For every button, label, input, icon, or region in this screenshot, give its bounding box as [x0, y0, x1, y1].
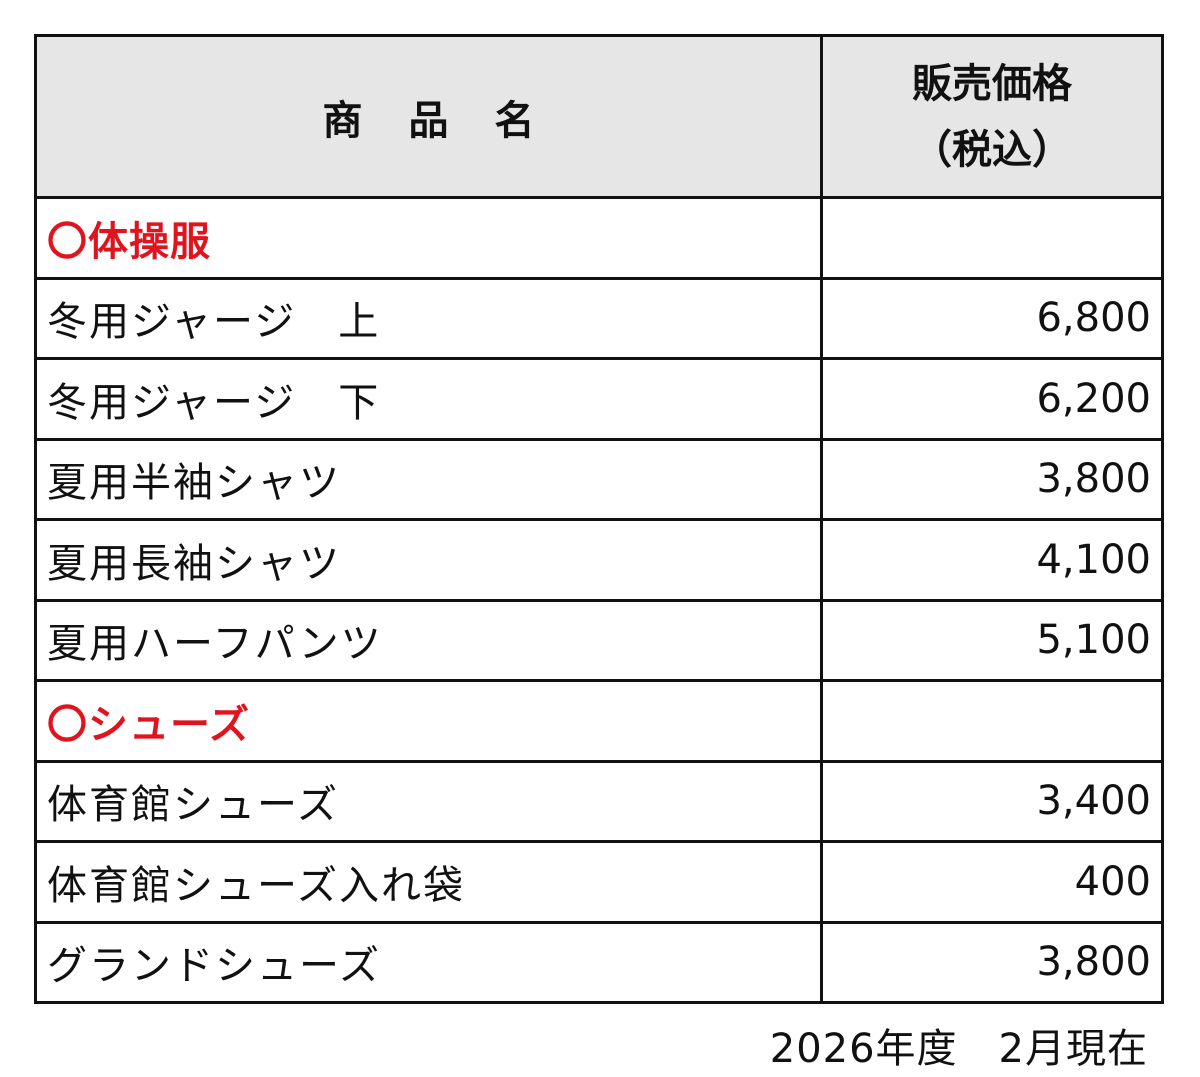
category-name: 〇シューズ: [34, 679, 823, 763]
header-sale-price: 販売価格 （税込）: [820, 34, 1164, 199]
product-name: 夏用半袖シャツ: [34, 437, 823, 521]
product-name: 冬用ジャージ 上: [34, 276, 823, 360]
table-row: 夏用長袖シャツ 4,100: [34, 518, 1164, 602]
category-row-gym-clothes: 〇体操服: [34, 196, 1164, 280]
as-of-date-note: 2026年度 2月現在: [769, 1026, 1148, 1072]
product-name: 体育館シューズ入れ袋: [34, 840, 823, 924]
category-name: 〇体操服: [34, 196, 823, 280]
product-price: 400: [820, 840, 1164, 924]
category-row-shoes: 〇シューズ: [34, 679, 1164, 763]
product-name: 冬用ジャージ 下: [34, 357, 823, 441]
product-price: 3,800: [820, 920, 1164, 1004]
product-name: 体育館シューズ: [34, 759, 823, 843]
product-price: 5,100: [820, 598, 1164, 682]
product-price: 4,100: [820, 518, 1164, 602]
table-row: 体育館シューズ入れ袋 400: [34, 840, 1164, 924]
table-row: 冬用ジャージ 下 6,200: [34, 357, 1164, 441]
table-row: グランドシューズ 3,800: [34, 920, 1164, 1004]
product-price: 3,800: [820, 437, 1164, 521]
header-product-name: 商品名: [34, 34, 823, 199]
price-table: 商品名 販売価格 （税込） 〇体操服 冬用ジャージ 上 6,800 冬用ジャージ…: [34, 34, 1164, 1004]
product-name: グランドシューズ: [34, 920, 823, 1004]
header-tax-included-label: （税込）: [912, 126, 1072, 173]
table-row: 体育館シューズ 3,400: [34, 759, 1164, 843]
header-sale-price-label: 販売価格: [912, 60, 1072, 107]
table-header-row: 商品名 販売価格 （税込）: [34, 34, 1164, 199]
category-price: [820, 679, 1164, 763]
category-price: [820, 196, 1164, 280]
product-name: 夏用長袖シャツ: [34, 518, 823, 602]
product-price: 3,400: [820, 759, 1164, 843]
table-row: 夏用半袖シャツ 3,800: [34, 437, 1164, 521]
table-row: 冬用ジャージ 上 6,800: [34, 276, 1164, 360]
product-price: 6,200: [820, 357, 1164, 441]
product-price: 6,800: [820, 276, 1164, 360]
product-name: 夏用ハーフパンツ: [34, 598, 823, 682]
table-row: 夏用ハーフパンツ 5,100: [34, 598, 1164, 682]
